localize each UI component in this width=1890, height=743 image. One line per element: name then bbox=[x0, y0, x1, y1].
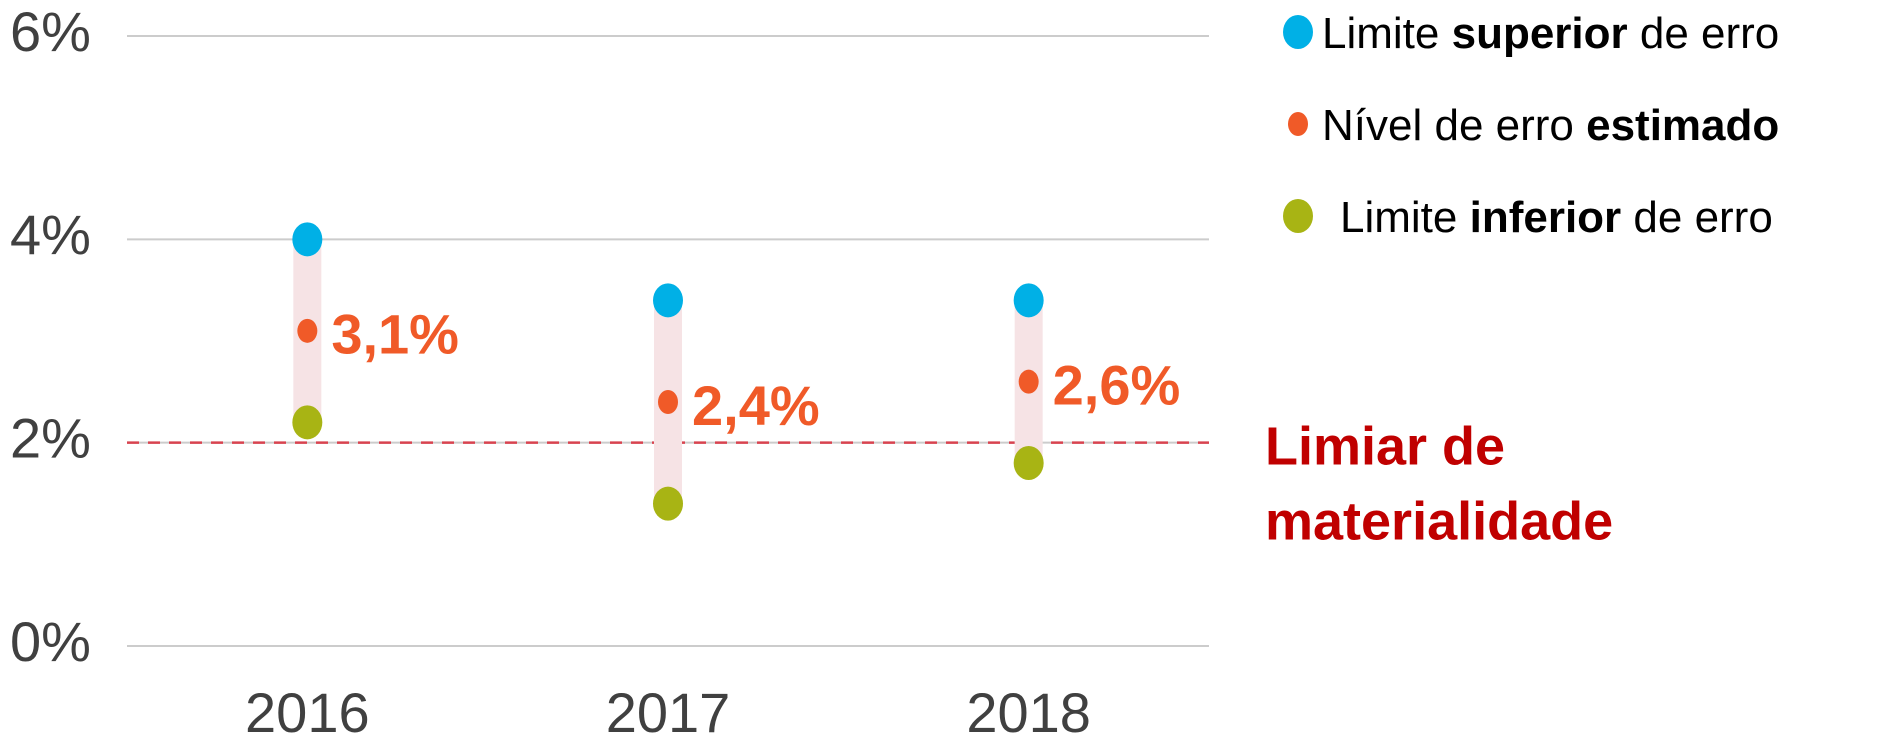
legend-text-part: Limite bbox=[1322, 9, 1452, 58]
legend-text-part: inferior bbox=[1470, 193, 1622, 242]
legend-text-part: superior bbox=[1452, 9, 1628, 58]
legend-text-part: de erro bbox=[1628, 9, 1780, 58]
data-label: 2,4% bbox=[692, 374, 820, 437]
threshold-label: materialidade bbox=[1265, 491, 1613, 551]
y-tick-label: 0% bbox=[10, 610, 91, 673]
upper-dot bbox=[1013, 283, 1044, 318]
x-tick-label: 2018 bbox=[966, 681, 1091, 743]
legend-marker bbox=[1288, 112, 1308, 136]
legend-text-part: Nível de erro bbox=[1322, 101, 1586, 150]
legend-marker bbox=[1283, 15, 1313, 49]
upper-dot bbox=[292, 222, 323, 257]
estimate-dot bbox=[1018, 369, 1039, 394]
estimate-dot bbox=[297, 318, 318, 343]
upper-dot bbox=[653, 283, 683, 318]
legend-text-part: Limite bbox=[1340, 193, 1470, 242]
legend-entry: Nível de erro estimado bbox=[1322, 101, 1779, 150]
legend-entry: Limite inferior de erro bbox=[1340, 193, 1773, 242]
y-tick-label: 4% bbox=[10, 203, 91, 266]
lower-dot bbox=[292, 405, 323, 440]
threshold-label: Limiar de bbox=[1265, 416, 1505, 476]
estimate-dot bbox=[658, 390, 678, 414]
lower-dot bbox=[1013, 446, 1044, 480]
x-tick-label: 2016 bbox=[245, 681, 370, 743]
legend-marker bbox=[1283, 199, 1313, 233]
y-tick-label: 6% bbox=[10, 0, 91, 63]
lower-dot bbox=[653, 486, 683, 521]
data-label: 3,1% bbox=[331, 303, 459, 366]
data-label: 2,6% bbox=[1053, 353, 1181, 416]
x-tick-label: 2017 bbox=[606, 681, 731, 743]
legend-text-part: de erro bbox=[1621, 193, 1773, 242]
y-tick-label: 2% bbox=[10, 406, 91, 469]
legend-text-part: estimado bbox=[1586, 101, 1779, 150]
legend-entry: Limite superior de erro bbox=[1322, 9, 1779, 58]
